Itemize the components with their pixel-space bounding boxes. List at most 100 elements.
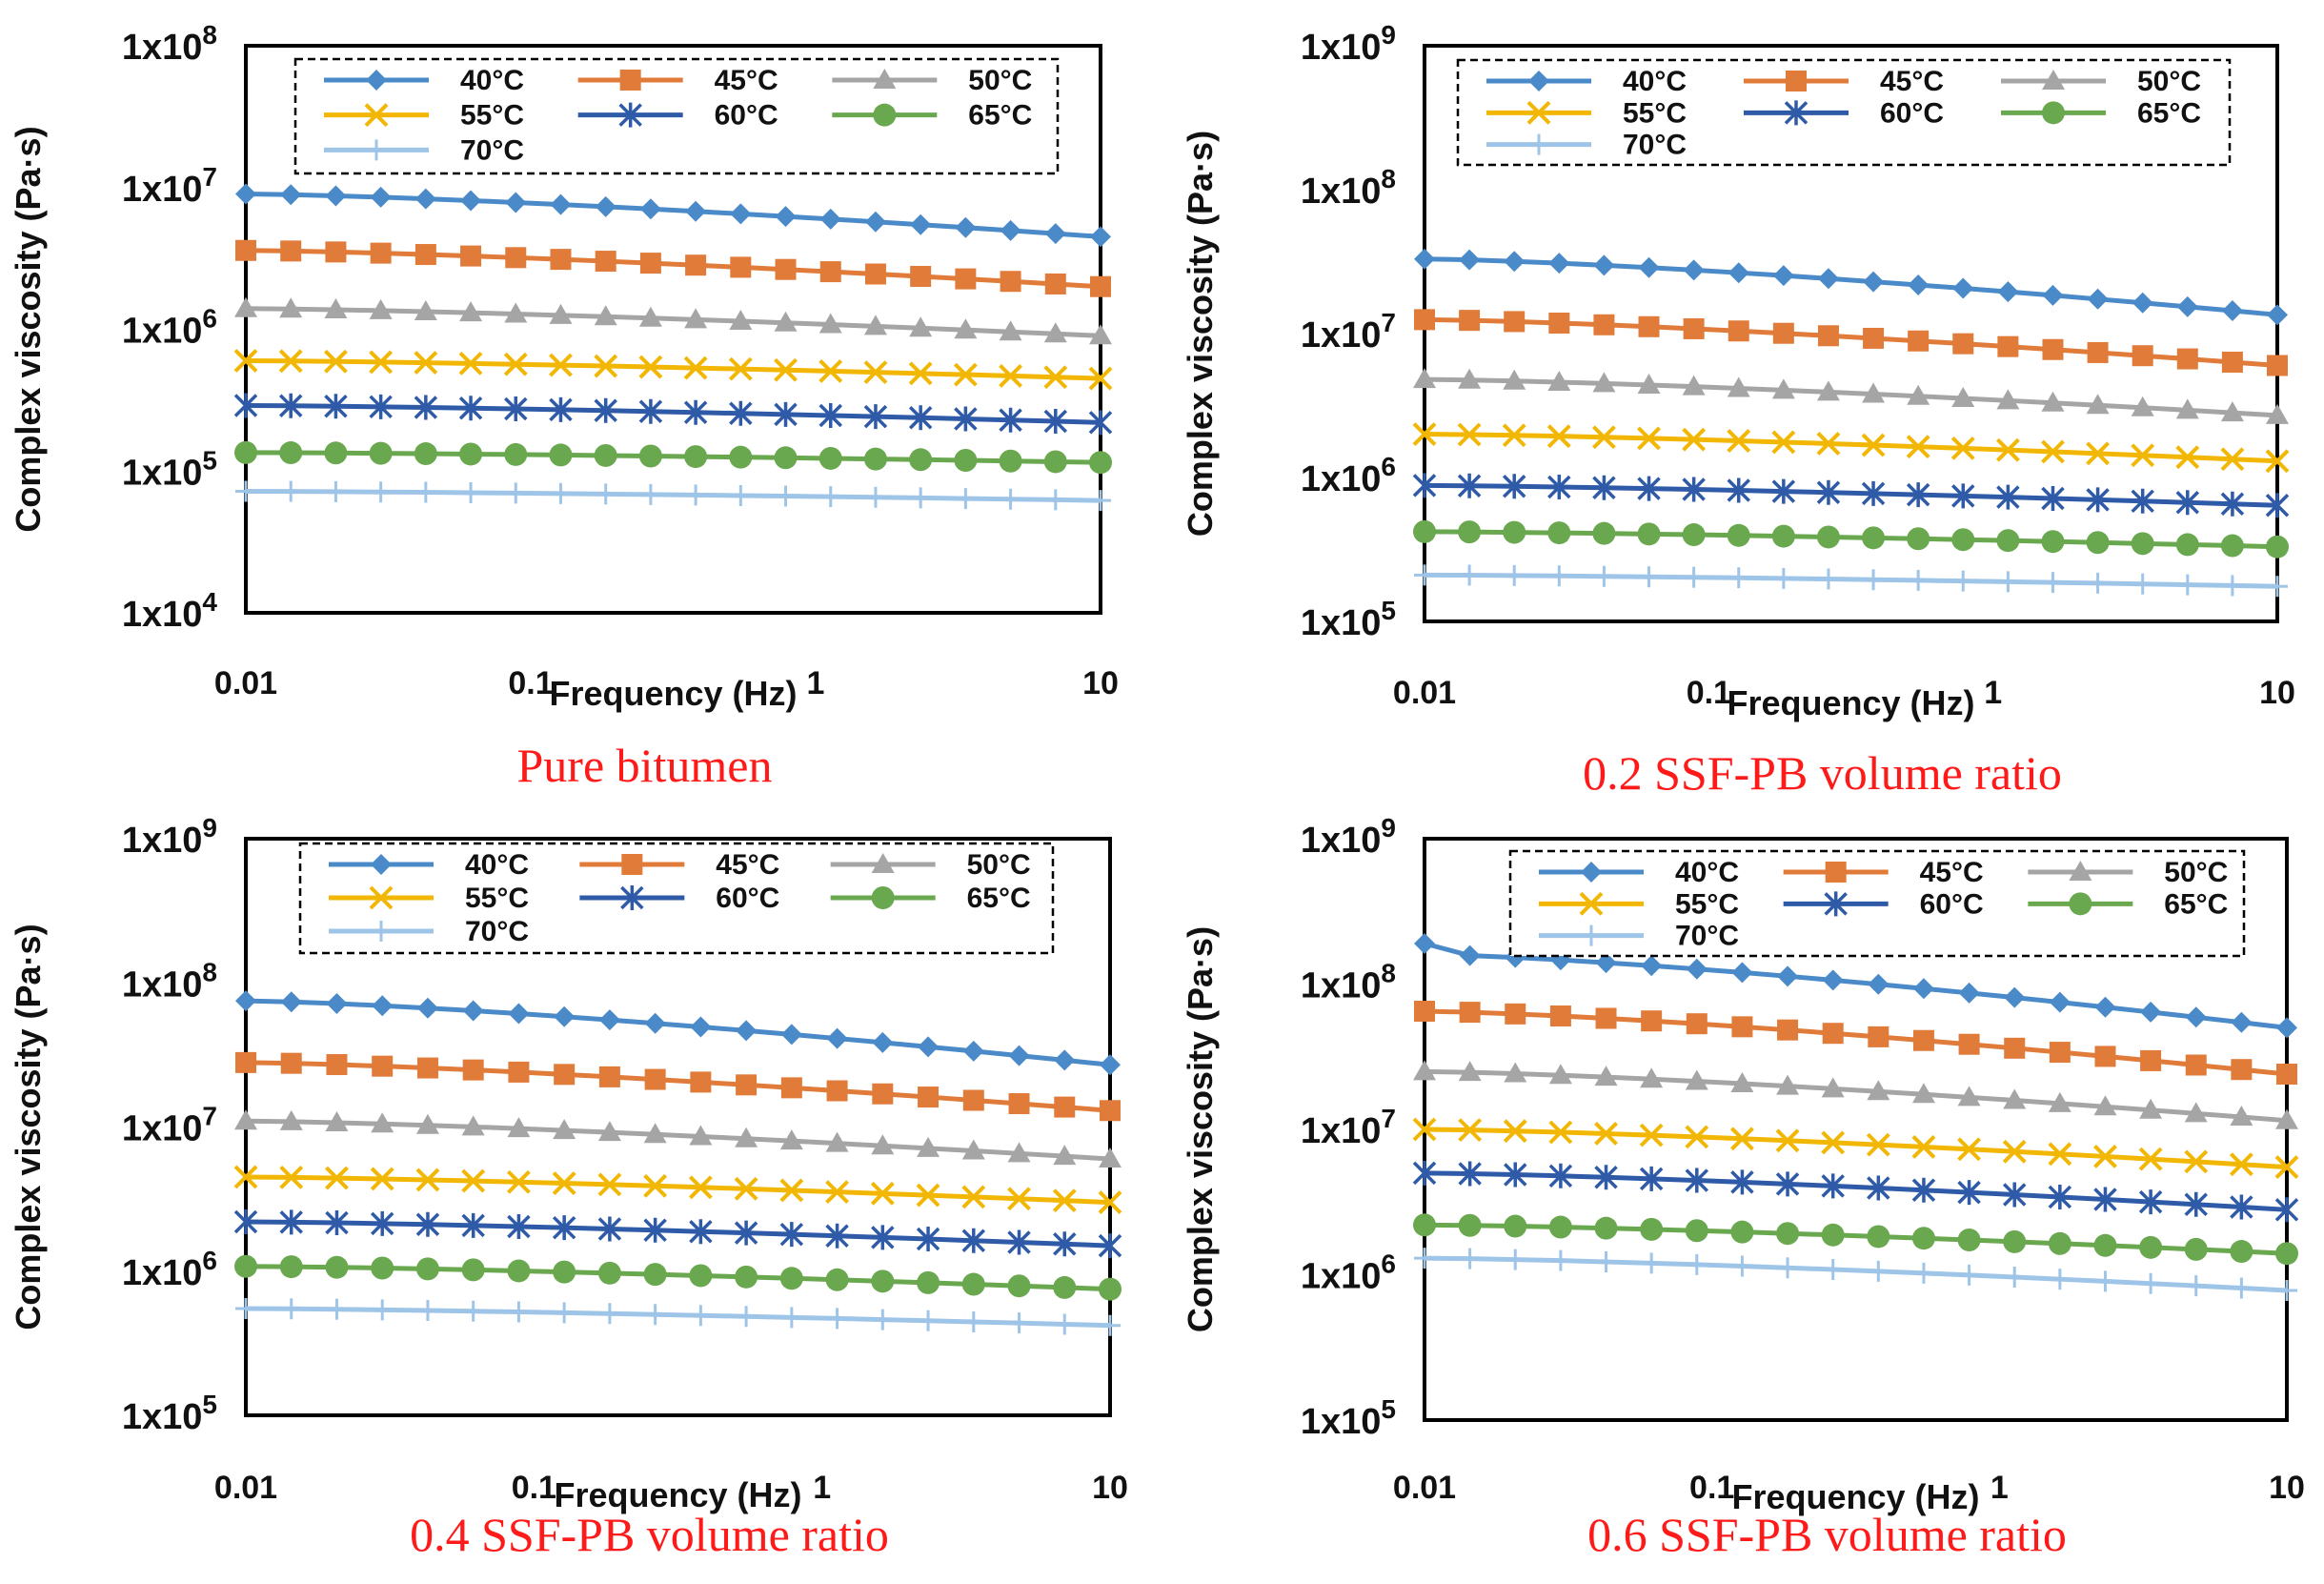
data-point	[1730, 1072, 1754, 1093]
data-point	[955, 268, 977, 290]
data-point	[1911, 1083, 1935, 1104]
data-point	[1862, 382, 1886, 403]
data-point	[2267, 355, 2288, 376]
y-axis-label: Complex viscosity (Pa·s)	[9, 924, 48, 1330]
data-point	[2048, 1142, 2072, 1167]
data-point	[961, 1185, 986, 1209]
data-point	[774, 357, 798, 382]
data-point	[1595, 1007, 1617, 1029]
data-point	[2087, 341, 2109, 363]
data-point	[1958, 1264, 1980, 1286]
data-point	[2003, 1088, 2027, 1109]
data-point	[1997, 571, 2019, 593]
legend-item: 60°C	[579, 883, 779, 914]
data-point	[1548, 1215, 1572, 1239]
legend: 40°C 45°C 50°C 55°C 60°C 65°C 70°C	[298, 842, 1055, 955]
data-point	[1907, 384, 1930, 405]
legend-item: 55°C	[329, 883, 529, 914]
series-60CC	[1412, 1160, 2299, 1223]
legend-label: 55°C	[460, 100, 524, 132]
data-point	[644, 1012, 666, 1034]
data-point	[1997, 281, 2019, 303]
data-point	[366, 139, 387, 161]
data-point	[1776, 1074, 1800, 1095]
data-point	[235, 990, 256, 1012]
data-point	[1958, 982, 1980, 1004]
data-point	[1996, 484, 2020, 510]
data-point	[1502, 474, 1526, 499]
data-point	[736, 1306, 758, 1328]
data-point	[280, 240, 302, 262]
data-point	[1592, 521, 1616, 545]
series-45CC	[1414, 1001, 2297, 1086]
data-point	[1863, 327, 1885, 349]
data-point	[1581, 924, 1602, 946]
legend-label: 65°C	[2164, 888, 2228, 920]
data-point	[1414, 309, 1435, 331]
data-point	[371, 921, 392, 942]
data-point	[2093, 1233, 2117, 1257]
data-point	[775, 206, 797, 228]
data-point	[728, 356, 753, 381]
data-point	[1053, 1231, 1077, 1257]
data-point	[505, 482, 527, 504]
data-point	[729, 310, 753, 331]
series-40CC	[235, 990, 1121, 1076]
legend-label: 55°C	[465, 883, 529, 914]
data-point	[507, 1259, 531, 1283]
legend-label: 70°C	[1675, 921, 1739, 952]
data-point	[1098, 1233, 1122, 1259]
data-point	[779, 1222, 804, 1248]
data-point	[1414, 564, 1435, 586]
data-point	[643, 1263, 667, 1287]
data-point	[2221, 575, 2243, 597]
data-point	[864, 263, 886, 285]
data-point	[1458, 520, 1482, 544]
data-point	[1457, 473, 1482, 498]
data-point	[504, 396, 528, 422]
chart-svg: 0.01 0.1 1 10 1x105 1x106 1x107 1x108 1x109 Frequ…	[9, 813, 1128, 1561]
x-tick-label: 1	[813, 1470, 831, 1506]
data-point	[1457, 422, 1482, 447]
data-point	[280, 480, 302, 502]
data-point	[1730, 1127, 1754, 1151]
series-65CC	[1413, 519, 2289, 558]
data-point	[1637, 373, 1661, 394]
data-point	[508, 1301, 530, 1323]
data-point	[2138, 1189, 2163, 1215]
data-point	[278, 349, 303, 374]
data-point	[2131, 396, 2154, 416]
data-point	[908, 361, 933, 386]
data-point	[1503, 369, 1526, 390]
data-point	[2220, 447, 2245, 472]
data-point	[1053, 1275, 1077, 1299]
data-point	[1090, 226, 1111, 248]
data-point	[1099, 1277, 1122, 1301]
x-tick-label: 1	[1991, 1470, 2009, 1506]
legend-label: 60°C	[1920, 888, 1984, 920]
data-point	[1822, 969, 1844, 991]
data-point	[1771, 478, 1796, 504]
legend-item: 50°C	[2001, 66, 2201, 97]
data-point	[554, 1064, 576, 1086]
data-point	[1637, 522, 1661, 546]
data-point	[2138, 1147, 2163, 1171]
legend-item: 40°C	[329, 849, 529, 881]
data-point	[415, 1113, 439, 1134]
data-point	[550, 193, 572, 215]
series-line	[245, 358, 1101, 381]
data-point	[1775, 1128, 1800, 1153]
chart-svg: 0.01 0.1 1 10 1x105 1x106 1x107 1x108 1x109 Frequ…	[1181, 813, 2305, 1561]
series-50CC	[234, 1109, 1122, 1168]
data-point	[280, 1298, 302, 1320]
data-point	[233, 349, 258, 373]
data-point	[775, 485, 797, 507]
data-point	[1822, 1259, 1844, 1281]
data-point	[1549, 1005, 1571, 1027]
data-point	[1728, 320, 1749, 342]
data-point	[414, 395, 438, 420]
series-line	[1424, 1068, 2288, 1124]
legend-label: 50°C	[2164, 857, 2228, 888]
data-point	[2042, 70, 2065, 90]
legend-item: 50°C	[830, 849, 1031, 881]
